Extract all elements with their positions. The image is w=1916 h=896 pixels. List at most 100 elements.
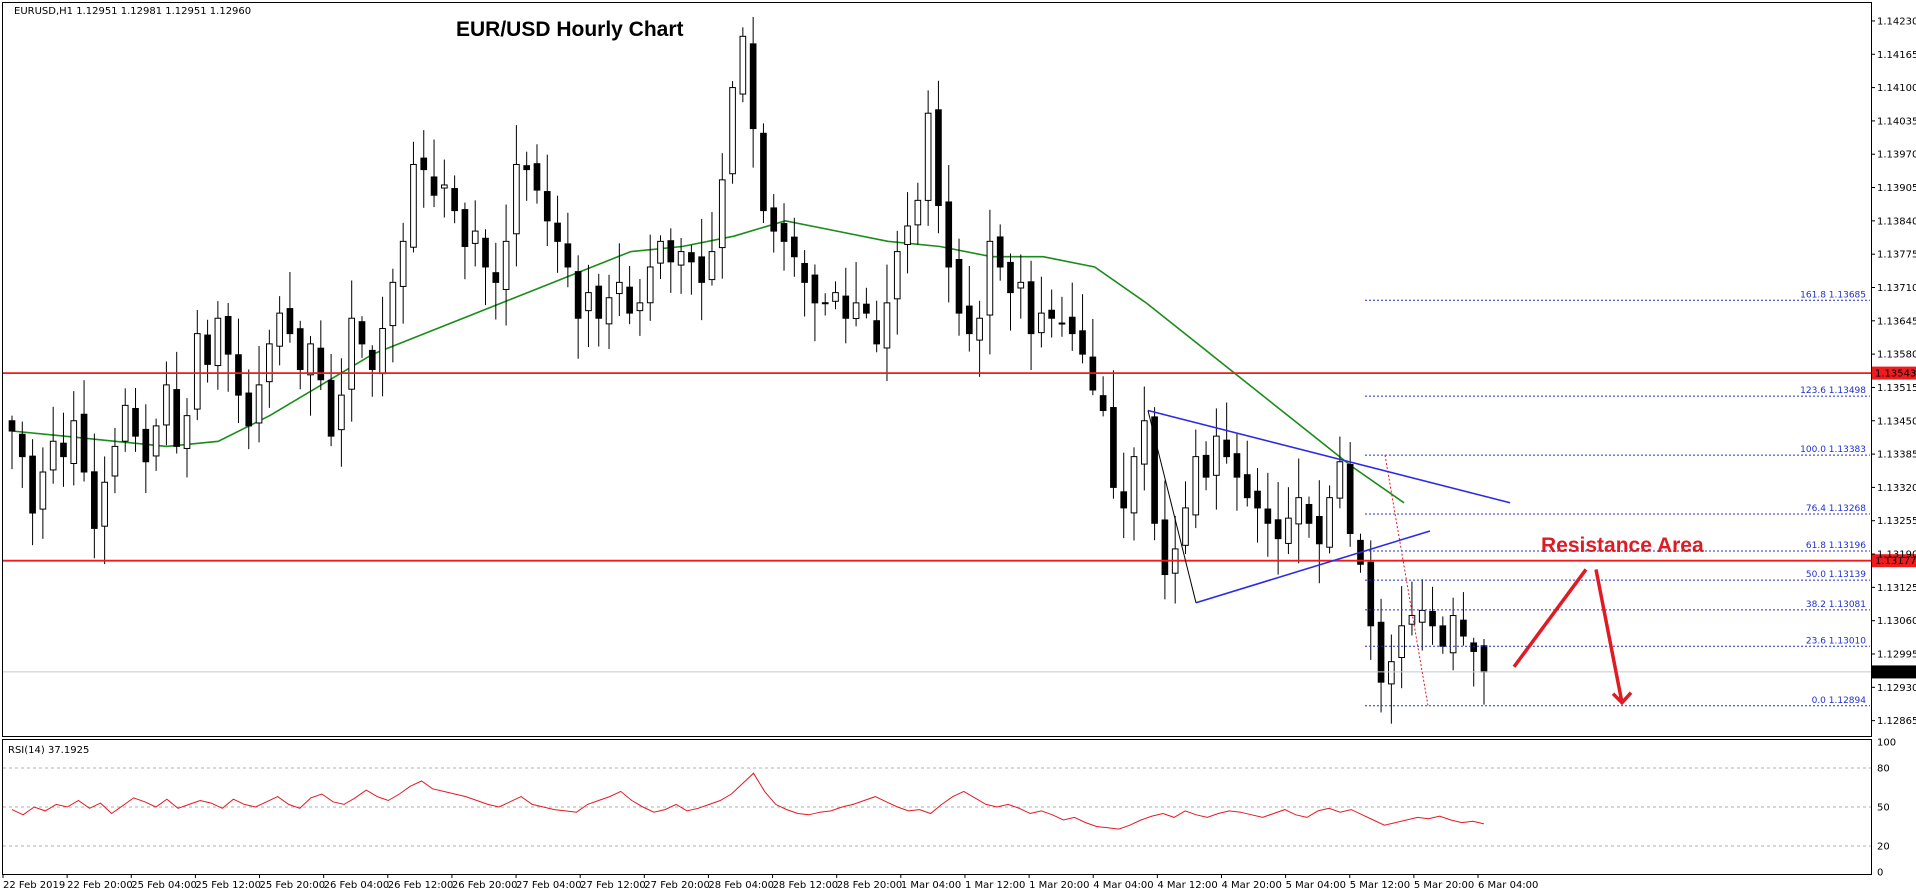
candle	[266, 329, 273, 408]
resistance-area-label: Resistance Area	[1541, 534, 1704, 557]
candle	[461, 202, 469, 280]
candle-body	[873, 320, 881, 345]
candle	[1130, 447, 1138, 541]
candle	[893, 230, 901, 335]
candle-body	[1161, 519, 1169, 576]
price-tick-label: 1.12995	[1877, 649, 1916, 660]
price-tick-label: 1.13125	[1877, 583, 1916, 594]
candle	[1223, 402, 1230, 464]
candle	[863, 287, 870, 319]
fibonacci-level-label: 50.0 1.13139	[1806, 570, 1866, 580]
candle	[1429, 586, 1436, 645]
time-tick-label: 26 Feb 12:00	[388, 880, 454, 891]
candle-body	[1213, 435, 1220, 476]
candle-body	[1408, 615, 1416, 625]
candle-body	[657, 240, 664, 264]
candle	[698, 218, 706, 321]
time-tick-label: 22 Feb 20:00	[67, 880, 133, 891]
candle-body	[883, 302, 891, 349]
candle	[708, 212, 716, 286]
candle	[842, 267, 850, 344]
candle-body	[91, 471, 98, 529]
candle-body	[1449, 615, 1457, 654]
candle	[749, 17, 757, 168]
candle	[1151, 407, 1158, 541]
price-tick-label: 1.13385	[1877, 450, 1916, 461]
candle	[615, 243, 623, 316]
level-price-tag-label: 1.12960	[1875, 667, 1916, 678]
candle-body	[1480, 645, 1488, 673]
candle-body	[255, 384, 263, 424]
candle	[255, 346, 263, 443]
candle-body	[1038, 312, 1045, 334]
candle	[667, 228, 675, 293]
candle	[564, 212, 572, 288]
candle-body	[101, 481, 108, 527]
triangle-left-edge	[1147, 410, 1197, 603]
candle	[1140, 386, 1148, 491]
candle	[935, 80, 942, 234]
price-tick-label: 1.13255	[1877, 516, 1916, 527]
candle	[338, 358, 345, 467]
candle	[832, 281, 839, 310]
candle-body	[760, 132, 767, 212]
candle	[286, 271, 294, 343]
symbol-header: EURUSD,H1 1.12951 1.12981 1.12951 1.1296…	[14, 6, 251, 17]
candle-body	[863, 303, 870, 314]
candle-body	[80, 413, 88, 473]
candle	[358, 316, 366, 358]
candle-body	[1007, 261, 1014, 294]
candle-body	[389, 281, 397, 327]
candle	[1027, 260, 1035, 371]
time-tick-label: 27 Feb 04:00	[516, 880, 582, 891]
price-axis: 1.14230 1.14165 1.14100 1.14035 1.13970 1.139…	[1871, 16, 1916, 727]
candle	[1346, 442, 1354, 547]
candle	[821, 293, 829, 316]
candle-body	[1305, 503, 1313, 524]
candle-body	[224, 315, 232, 355]
candle-body	[111, 445, 119, 477]
candle	[1007, 253, 1014, 331]
candle	[173, 351, 181, 454]
candle-body	[770, 207, 778, 232]
candle-body	[1202, 454, 1210, 478]
candle	[1264, 472, 1272, 557]
candle-body	[1110, 407, 1117, 488]
rsi-tick-label: 100	[1877, 738, 1896, 749]
candle-body	[204, 334, 211, 365]
candle-body	[1099, 395, 1107, 412]
time-tick-label: 28 Feb 12:00	[773, 880, 839, 891]
candle	[163, 361, 170, 446]
candle	[420, 130, 428, 208]
candle	[1388, 634, 1395, 724]
price-tick-label: 1.14100	[1877, 83, 1916, 94]
candle	[1460, 592, 1467, 646]
candle	[801, 250, 808, 317]
time-tick-label: 27 Feb 12:00	[580, 880, 646, 891]
time-tick-label: 4 Mar 20:00	[1221, 880, 1281, 891]
candle	[1161, 480, 1169, 600]
candle-body	[986, 240, 994, 316]
candle-body	[698, 256, 706, 283]
candle-body	[368, 349, 376, 371]
time-tick-label: 1 Mar 12:00	[965, 880, 1025, 891]
candle-body	[152, 425, 160, 457]
candle	[677, 238, 685, 294]
candle-body	[904, 225, 911, 245]
candle	[1315, 480, 1323, 584]
candle-body	[173, 389, 181, 447]
candle	[945, 165, 953, 303]
candle	[152, 418, 160, 471]
candle	[955, 238, 963, 336]
candle-body	[811, 274, 819, 304]
moving-average-layer	[11, 219, 1405, 504]
candle	[204, 319, 211, 383]
candle-body	[729, 87, 736, 175]
candle-body	[1470, 642, 1478, 652]
candle-body	[708, 251, 716, 281]
candle-body	[1326, 497, 1333, 548]
candle	[193, 310, 201, 421]
candle-body	[564, 243, 572, 268]
candle-body	[821, 302, 829, 305]
